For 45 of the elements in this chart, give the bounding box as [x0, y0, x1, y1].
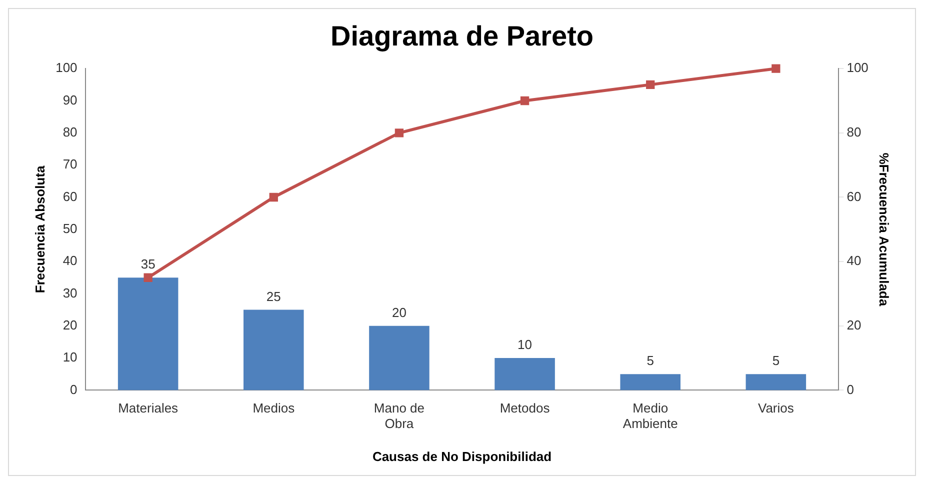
- data-label: 10: [518, 337, 532, 352]
- y2-tick-label: 40: [846, 253, 862, 268]
- x-axis-title: Causas de No Disponibilidad: [372, 448, 552, 464]
- y2-tick-label: 60: [846, 188, 862, 204]
- x-tick-label: Metodos: [500, 400, 550, 416]
- y2-tick-label: 0: [846, 382, 854, 397]
- chart-title: Diagrama de Pareto: [330, 20, 594, 52]
- data-label: 5: [772, 353, 780, 368]
- y2-axis-title: %Frecuencia Acumulada: [876, 152, 892, 307]
- y2-tick-label: 80: [846, 124, 862, 140]
- y-tick-label: 60: [62, 188, 78, 204]
- point: [646, 80, 655, 90]
- y-tick-label: 30: [62, 285, 78, 300]
- data-label: 20: [392, 304, 406, 320]
- bar: [746, 374, 806, 390]
- y2-tick-label: 20: [846, 317, 862, 332]
- point: [520, 96, 530, 106]
- y-tick-label: 70: [62, 156, 78, 172]
- point: [772, 64, 780, 73]
- bar: [369, 326, 430, 390]
- y-tick-label: 50: [62, 220, 78, 236]
- y-tick-label: 90: [62, 92, 78, 108]
- y-tick-label: 40: [62, 253, 78, 268]
- y-tick-label: 100: [56, 60, 78, 76]
- y-tick-label: 20: [62, 317, 78, 332]
- bar: [118, 278, 178, 390]
- point: [269, 192, 278, 202]
- x-tick-label: Mano de Obra: [374, 400, 425, 432]
- point: [144, 273, 152, 282]
- data-label: 35: [140, 256, 156, 272]
- bar: [620, 374, 680, 390]
- y-tick-label: 80: [62, 124, 78, 140]
- x-tick-label: Medios: [252, 400, 296, 416]
- x-tick-label: Materiales: [118, 400, 179, 416]
- y-tick-label: 0: [70, 382, 78, 397]
- y-tick-label: 10: [62, 350, 78, 365]
- bar: [244, 310, 304, 390]
- point: [394, 128, 404, 138]
- y-axis-title: Frecuencia Absoluta: [32, 164, 48, 294]
- y2-tick-label: 100: [846, 60, 868, 76]
- bar: [494, 358, 555, 390]
- data-label: 25: [266, 288, 281, 304]
- x-tick-label: Varios: [758, 400, 794, 416]
- data-label: 5: [646, 353, 654, 368]
- x-tick-label: Medio Ambiente: [622, 400, 678, 432]
